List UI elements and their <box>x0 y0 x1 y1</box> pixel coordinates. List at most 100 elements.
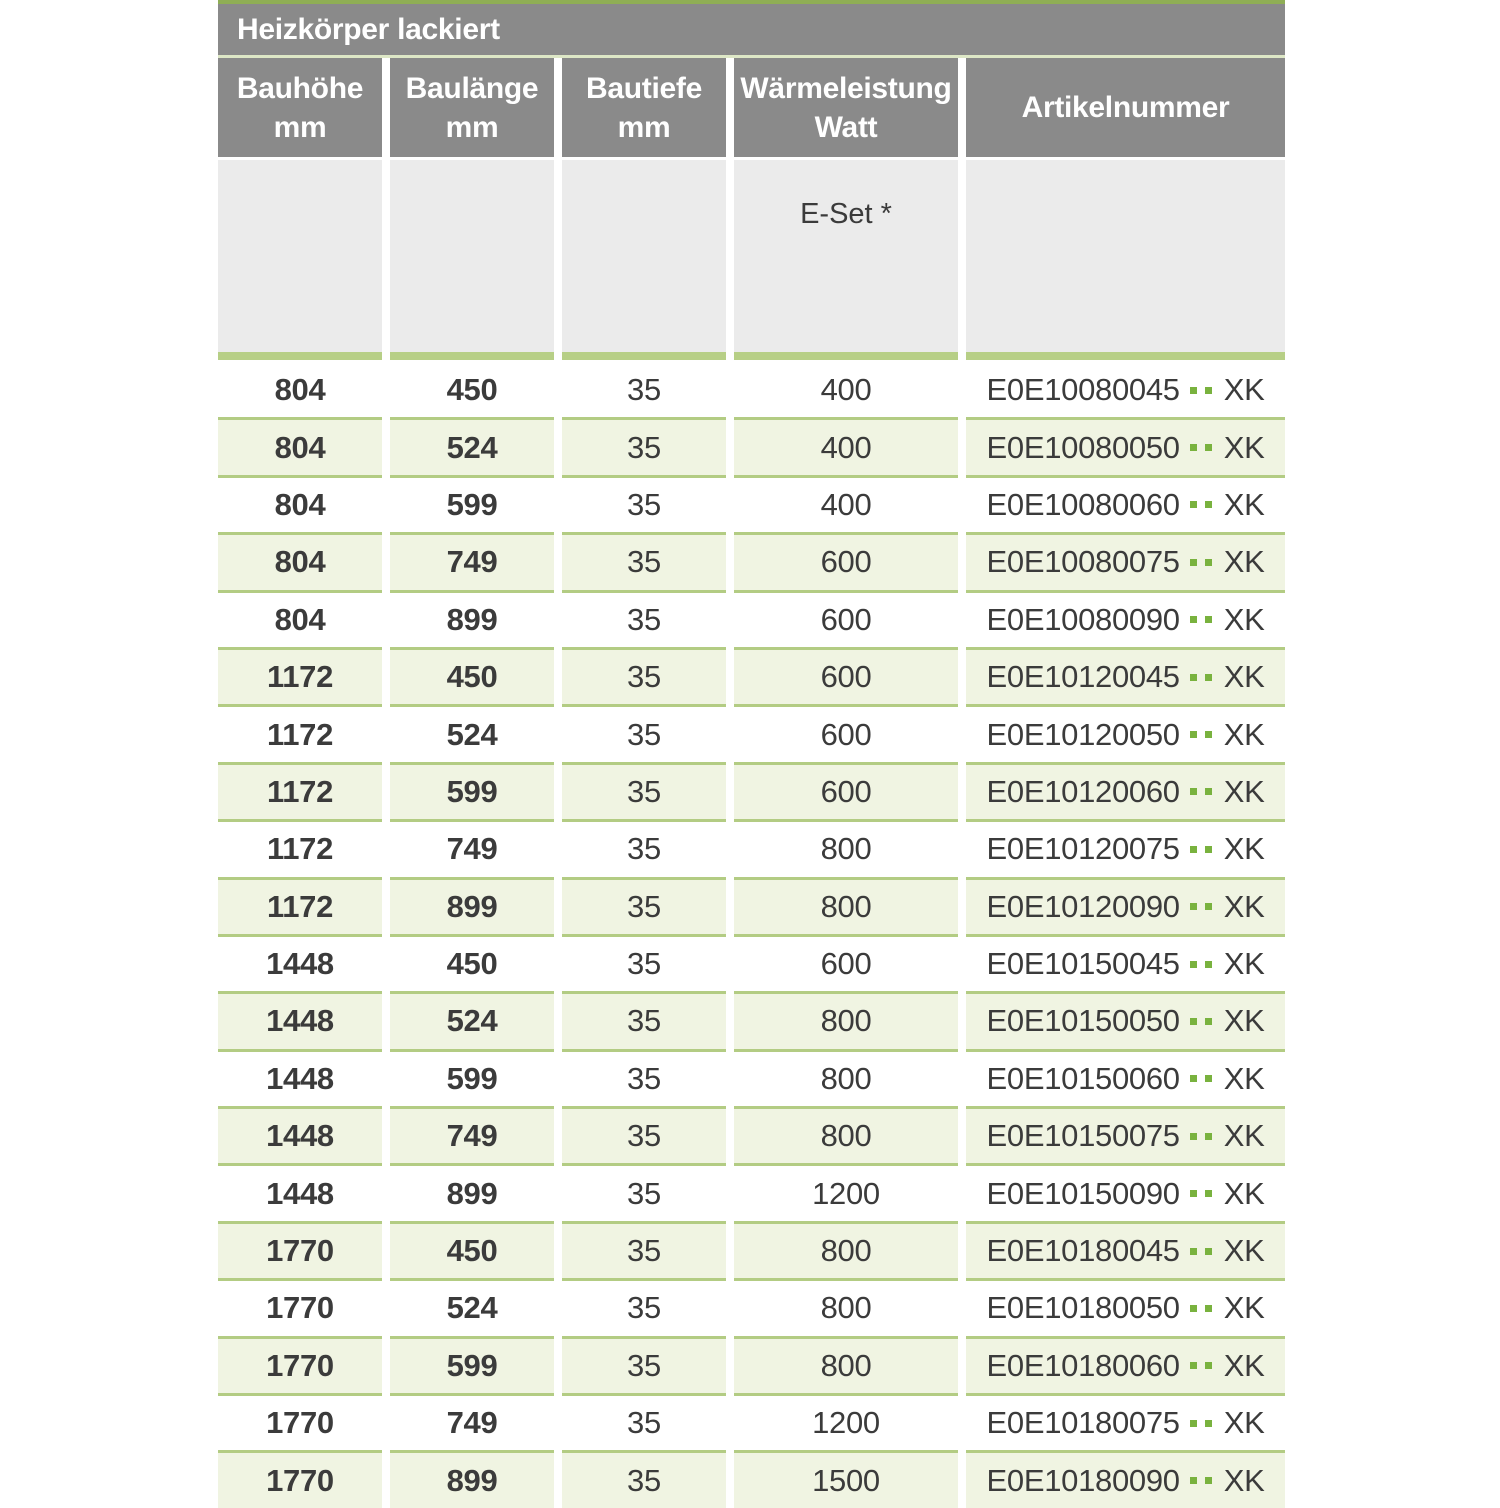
cell-baulaenge: 749 <box>390 1393 554 1451</box>
green-dot-icon <box>1204 1247 1212 1255</box>
green-dot-icon <box>1189 1017 1197 1025</box>
column-unit: Watt <box>814 110 878 144</box>
artikelnummer-suffix: XK <box>1223 659 1265 695</box>
cell-baulaenge: 524 <box>390 991 554 1049</box>
cell-waermeleistung: 800 <box>734 876 958 934</box>
table-row: 1172 524 35 600 E0E10120050 XK <box>218 704 1285 762</box>
table-row: 1448 899 35 1200 E0E10150090 XK <box>218 1163 1285 1221</box>
green-dot-icon <box>1204 1075 1212 1083</box>
artikelnummer-suffix: XK <box>1223 716 1265 752</box>
cell-bautiefe: 35 <box>562 589 726 647</box>
artikelnummer-prefix: E0E10120090 <box>986 888 1181 924</box>
green-dot-icon <box>1189 1132 1197 1140</box>
table-row: 804 599 35 400 E0E10080060 XK <box>218 474 1285 533</box>
artikelnummer-prefix: E0E10080045 <box>986 372 1181 408</box>
column-header-row: Bauhöhe mm Baulänge mm Bautiefe mm Wärme… <box>218 58 1285 157</box>
cell-artikelnummer: E0E10180050 XK <box>966 1278 1285 1336</box>
subheader-cell-baulaenge <box>390 160 554 360</box>
cell-bauhoehe: 1448 <box>218 991 382 1049</box>
cell-baulaenge: 450 <box>390 646 554 705</box>
green-dot-icon <box>1204 558 1212 566</box>
subheader-cell-eset: E-Set * <box>734 160 958 360</box>
table-row: 1448 524 35 800 E0E10150050 XK <box>218 991 1285 1049</box>
cell-bautiefe: 35 <box>562 1450 726 1508</box>
green-dot-icon <box>1204 903 1212 911</box>
table-row: 1172 749 35 800 E0E10120075 XK <box>218 819 1285 877</box>
artikelnummer-prefix: E0E10180045 <box>986 1233 1181 1269</box>
artikelnummer-prefix: E0E10180090 <box>986 1462 1181 1498</box>
green-dot-icon <box>1189 731 1197 739</box>
table-row: 1448 450 35 600 E0E10150045 XK <box>218 933 1285 992</box>
cell-artikelnummer: E0E10150075 XK <box>966 1106 1285 1164</box>
cell-artikelnummer: E0E10180045 XK <box>966 1220 1285 1279</box>
cell-bauhoehe: 1172 <box>218 876 382 934</box>
cell-bautiefe: 35 <box>562 1393 726 1451</box>
table-row: 1172 450 35 600 E0E10120045 XK <box>218 646 1285 705</box>
green-dot-icon <box>1204 616 1212 624</box>
artikelnummer-prefix: E0E10150090 <box>986 1175 1181 1211</box>
table-row: 1770 450 35 800 E0E10180045 XK <box>218 1220 1285 1279</box>
artikelnummer-prefix: E0E10150075 <box>986 1118 1181 1154</box>
cell-bautiefe: 35 <box>562 360 726 418</box>
cell-artikelnummer: E0E10080045 XK <box>966 360 1285 418</box>
column-unit: mm <box>273 110 327 144</box>
cell-bauhoehe: 804 <box>218 360 382 418</box>
cell-baulaenge: 899 <box>390 876 554 934</box>
table-title-bar: Heizkörper lackiert <box>218 4 1285 55</box>
cell-baulaenge: 899 <box>390 589 554 647</box>
cell-artikelnummer: E0E10120090 XK <box>966 876 1285 934</box>
table-row: 804 749 35 600 E0E10080075 XK <box>218 532 1285 590</box>
column-label: Artikelnummer <box>1021 91 1230 124</box>
table-row: 804 899 35 600 E0E10080090 XK <box>218 589 1285 647</box>
table-body: 804 450 35 400 E0E10080045 XK 804 524 35… <box>218 360 1285 1508</box>
header-subheader-divider <box>218 157 1285 160</box>
cell-artikelnummer: E0E10080050 XK <box>966 417 1285 475</box>
subheader-cell-bautiefe <box>562 160 726 360</box>
artikelnummer-prefix: E0E10080090 <box>986 601 1181 637</box>
table-row: 804 524 35 400 E0E10080050 XK <box>218 417 1285 475</box>
cell-waermeleistung: 600 <box>734 761 958 820</box>
cell-waermeleistung: 800 <box>734 819 958 877</box>
cell-bauhoehe: 804 <box>218 474 382 533</box>
green-dot-icon <box>1189 960 1197 968</box>
cell-waermeleistung: 600 <box>734 933 958 992</box>
cell-artikelnummer: E0E10120075 XK <box>966 819 1285 877</box>
green-dot-icon <box>1189 788 1197 796</box>
top-accent-strip <box>218 0 1285 4</box>
cell-waermeleistung: 800 <box>734 1220 958 1279</box>
cell-bautiefe: 35 <box>562 646 726 705</box>
cell-bautiefe: 35 <box>562 1220 726 1279</box>
cell-artikelnummer: E0E10120050 XK <box>966 704 1285 762</box>
table-row: 1770 524 35 800 E0E10180050 XK <box>218 1278 1285 1336</box>
cell-artikelnummer: E0E10180075 XK <box>966 1393 1285 1451</box>
green-dot-icon <box>1204 788 1212 796</box>
cell-waermeleistung: 600 <box>734 532 958 590</box>
green-dot-icon <box>1204 444 1212 452</box>
green-dot-icon <box>1189 673 1197 681</box>
title-header-divider <box>218 55 1285 58</box>
cell-baulaenge: 599 <box>390 761 554 820</box>
cell-waermeleistung: 800 <box>734 1106 958 1164</box>
cell-artikelnummer: E0E10150060 XK <box>966 1048 1285 1107</box>
green-dot-icon <box>1189 558 1197 566</box>
table-title: Heizkörper lackiert <box>237 12 500 46</box>
cell-bauhoehe: 1172 <box>218 819 382 877</box>
cell-bauhoehe: 1172 <box>218 646 382 705</box>
cell-waermeleistung: 800 <box>734 1335 958 1394</box>
green-dot-icon <box>1204 386 1212 394</box>
cell-waermeleistung: 600 <box>734 646 958 705</box>
cell-waermeleistung: 1200 <box>734 1393 958 1451</box>
artikelnummer-prefix: E0E10180075 <box>986 1405 1181 1441</box>
cell-baulaenge: 599 <box>390 1048 554 1107</box>
cell-baulaenge: 599 <box>390 1335 554 1394</box>
green-dot-icon <box>1204 1017 1212 1025</box>
green-dot-icon <box>1204 501 1212 509</box>
cell-baulaenge: 599 <box>390 474 554 533</box>
cell-bautiefe: 35 <box>562 1278 726 1336</box>
artikelnummer-suffix: XK <box>1223 544 1265 580</box>
cell-baulaenge: 899 <box>390 1163 554 1221</box>
cell-artikelnummer: E0E10120045 XK <box>966 646 1285 705</box>
column-unit: mm <box>617 110 671 144</box>
artikelnummer-prefix: E0E10180050 <box>986 1290 1181 1326</box>
artikelnummer-suffix: XK <box>1223 946 1265 982</box>
